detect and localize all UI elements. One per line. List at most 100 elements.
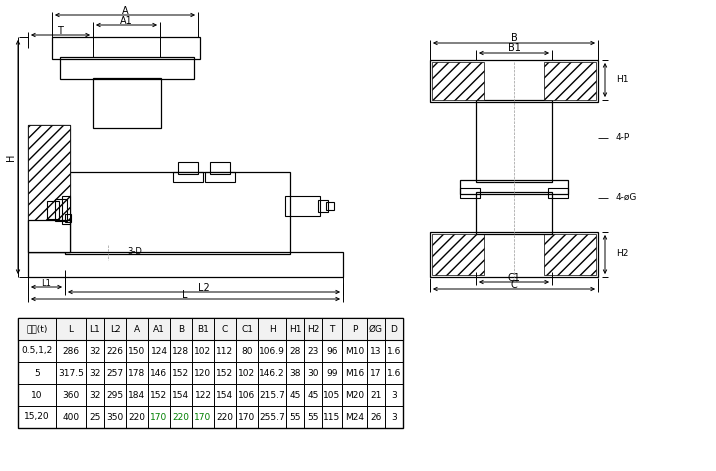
Text: 32: 32	[90, 390, 101, 399]
Text: 99: 99	[326, 368, 338, 377]
Text: 154: 154	[173, 390, 190, 399]
Text: 170: 170	[150, 413, 168, 422]
Text: A1: A1	[153, 325, 165, 333]
Text: 400: 400	[62, 413, 79, 422]
Text: 124: 124	[150, 347, 168, 356]
Bar	[28, 125, 70, 252]
Text: M20: M20	[345, 390, 364, 399]
Text: 102: 102	[195, 347, 211, 356]
Text: D: D	[390, 325, 397, 333]
Text: 220: 220	[173, 413, 190, 422]
Bar	[93, 78, 161, 128]
Text: L: L	[69, 325, 74, 333]
Text: 17: 17	[370, 368, 382, 377]
Text: 255.7: 255.7	[259, 413, 285, 422]
Text: 55: 55	[289, 413, 301, 422]
Text: 257: 257	[107, 368, 124, 377]
Text: L1: L1	[90, 325, 100, 333]
Text: 350: 350	[107, 413, 124, 422]
Bar	[430, 232, 598, 277]
Text: 32: 32	[90, 368, 101, 377]
Text: 4-øG: 4-øG	[616, 193, 637, 202]
Bar	[28, 252, 343, 277]
Text: M10: M10	[345, 347, 364, 356]
Text: 215.7: 215.7	[259, 390, 285, 399]
Text: 146: 146	[150, 368, 168, 377]
Bar	[285, 196, 320, 216]
Text: 96: 96	[326, 347, 338, 356]
Text: 150: 150	[128, 347, 145, 356]
Text: P: P	[352, 325, 357, 333]
Bar	[28, 125, 70, 252]
Text: L2: L2	[110, 325, 120, 333]
Text: H2: H2	[616, 250, 629, 259]
Text: 226: 226	[107, 347, 123, 356]
Text: 45: 45	[289, 390, 301, 399]
Text: A1: A1	[120, 16, 132, 26]
Text: 23: 23	[307, 347, 319, 356]
Text: 10: 10	[32, 390, 43, 399]
Bar	[205, 172, 235, 182]
Text: 128: 128	[173, 347, 190, 356]
Text: 80: 80	[241, 347, 253, 356]
Text: 106: 106	[238, 390, 256, 399]
Bar	[432, 62, 484, 100]
Text: 3: 3	[391, 390, 397, 399]
Bar	[55, 199, 67, 221]
Text: 106.9: 106.9	[259, 347, 285, 356]
Text: 170: 170	[238, 413, 256, 422]
Text: H2: H2	[307, 325, 319, 333]
Bar	[460, 180, 568, 194]
Bar	[60, 57, 194, 79]
Bar	[460, 188, 480, 198]
Bar	[548, 188, 568, 198]
Text: T: T	[329, 325, 334, 333]
Bar	[28, 220, 70, 252]
Text: H: H	[6, 154, 16, 161]
Bar	[326, 202, 334, 210]
Text: 55: 55	[307, 413, 319, 422]
Text: 32: 32	[90, 347, 101, 356]
Bar	[544, 234, 596, 275]
Bar	[173, 172, 203, 182]
Text: 38: 38	[289, 368, 301, 377]
Text: 26: 26	[370, 413, 382, 422]
Bar	[544, 62, 596, 100]
Text: 105: 105	[324, 390, 341, 399]
Text: T: T	[57, 26, 63, 36]
Bar	[47, 201, 59, 219]
Bar	[430, 60, 598, 102]
Text: 170: 170	[194, 413, 212, 422]
Text: L2: L2	[198, 283, 210, 293]
Text: C1: C1	[508, 273, 521, 283]
Text: 360: 360	[62, 390, 79, 399]
Bar	[318, 200, 328, 212]
Text: 220: 220	[216, 413, 233, 422]
Text: 13: 13	[370, 347, 382, 356]
Text: 152: 152	[173, 368, 190, 377]
Text: 45: 45	[307, 390, 319, 399]
Text: 容量(t): 容量(t)	[26, 325, 48, 333]
Text: C1: C1	[241, 325, 253, 333]
Bar	[18, 318, 403, 428]
Bar	[18, 318, 403, 340]
Bar	[65, 172, 290, 254]
Text: C: C	[222, 325, 228, 333]
Text: 122: 122	[195, 390, 211, 399]
Bar	[476, 100, 552, 182]
Text: L: L	[183, 290, 188, 300]
Text: A: A	[122, 6, 128, 16]
Text: 4-P: 4-P	[616, 132, 630, 141]
Bar	[432, 234, 484, 275]
Text: M24: M24	[345, 413, 364, 422]
Text: 184: 184	[128, 390, 145, 399]
Text: 152: 152	[150, 390, 168, 399]
Text: H: H	[268, 325, 276, 333]
Text: 115: 115	[324, 413, 341, 422]
Text: 1.6: 1.6	[387, 368, 401, 377]
Bar	[65, 214, 71, 222]
Text: L1: L1	[41, 278, 51, 287]
Bar	[62, 196, 70, 224]
Text: 152: 152	[216, 368, 233, 377]
Text: 112: 112	[216, 347, 233, 356]
